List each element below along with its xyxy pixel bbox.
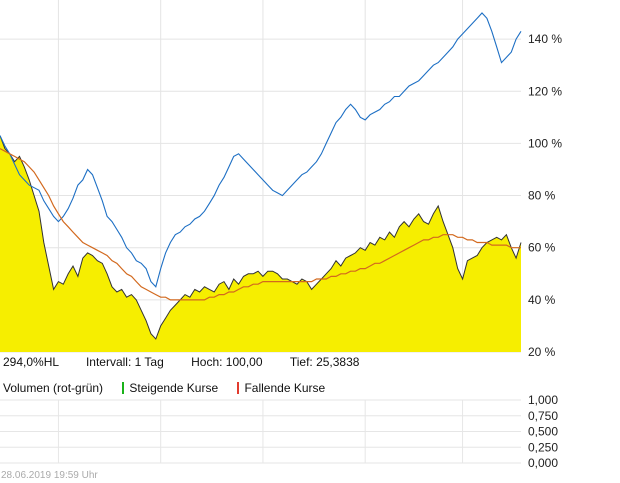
volume-grid	[0, 399, 521, 464]
legend-title: Volumen (rot-grün)	[3, 381, 104, 395]
y-tick-label: 60 %	[528, 241, 556, 255]
fall-swatch	[237, 382, 240, 394]
volume-tick-label: 0,500	[528, 425, 558, 439]
info-text: 294,0%HL	[3, 355, 59, 369]
comparison-line	[0, 12, 522, 288]
y-tick-label: 80 %	[528, 189, 556, 203]
legend-rise-label: Steigende Kurse	[129, 381, 219, 395]
volume-tick-label: 1,000	[528, 393, 558, 407]
y-tick-label: 120 %	[528, 84, 562, 98]
area-series	[0, 135, 521, 352]
info-bar: 294,0%HL Intervall: 1 Tag Hoch: 100,00 T…	[3, 355, 359, 369]
volume-tick-label: 0,250	[528, 440, 558, 454]
rise-swatch	[122, 382, 125, 394]
legend-rise: Steigende Kurse	[122, 381, 218, 395]
y-axis-ticks: 20 % 40 % 60 % 80 % 100 % 120 % 140 %	[528, 32, 562, 359]
interval-text: Intervall: 1 Tag	[85, 355, 164, 369]
low-text: Tief: 25,3838	[289, 355, 360, 369]
y-tick-label: 20 %	[528, 345, 556, 359]
volume-tick-label: 0,750	[528, 409, 558, 423]
volume-legend: Volumen (rot-grün) Steigende Kurse Falle…	[3, 381, 325, 395]
y-tick-label: 100 %	[528, 136, 562, 150]
area-outline	[0, 135, 522, 340]
volume-tick-label: 0,000	[528, 456, 558, 470]
legend-fall-label: Fallende Kurse	[244, 381, 326, 395]
moving-average-line	[0, 148, 521, 301]
y-tick-label: 140 %	[528, 32, 562, 46]
footer-timestamp: 28.06.2019 19:59 Uhr	[1, 470, 98, 481]
legend-fall: Fallende Kurse	[237, 381, 325, 395]
high-text: Hoch: 100,00	[191, 355, 263, 369]
y-tick-label: 40 %	[528, 293, 556, 307]
